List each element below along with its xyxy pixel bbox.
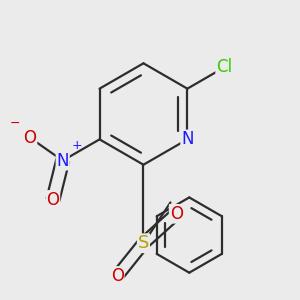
- Text: +: +: [72, 140, 83, 152]
- Text: N: N: [181, 130, 194, 148]
- Text: O: O: [111, 267, 124, 285]
- Text: O: O: [46, 191, 59, 209]
- Text: Cl: Cl: [216, 58, 232, 76]
- Text: N: N: [56, 152, 69, 169]
- Text: O: O: [170, 205, 183, 223]
- Text: −: −: [10, 116, 20, 130]
- Text: S: S: [138, 234, 149, 252]
- Text: O: O: [23, 129, 37, 147]
